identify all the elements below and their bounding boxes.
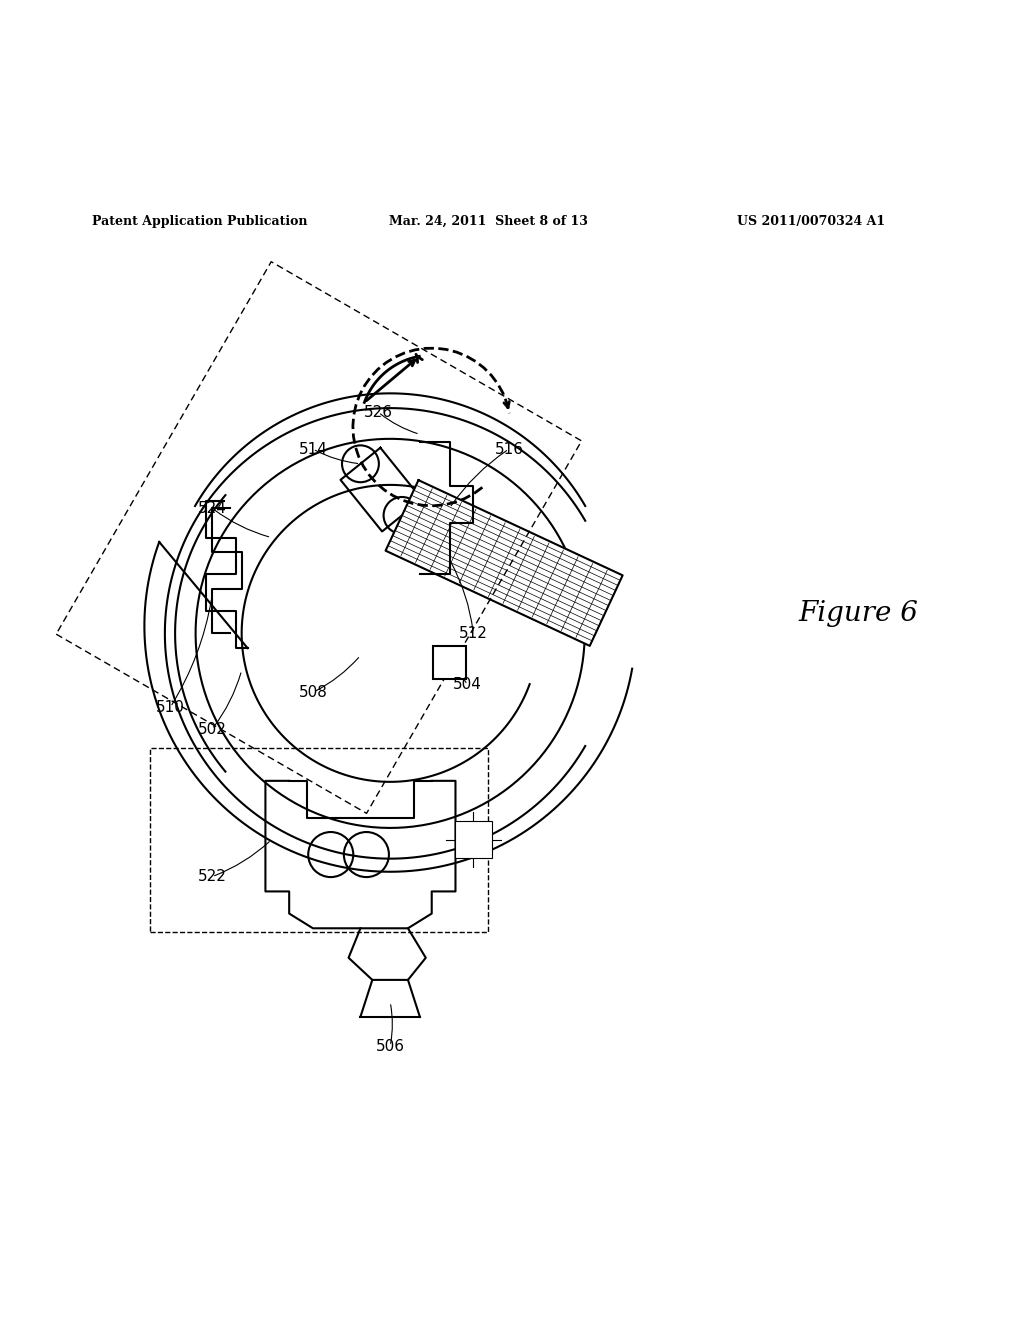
Text: US 2011/0070324 A1: US 2011/0070324 A1 xyxy=(737,215,886,227)
Text: 508: 508 xyxy=(299,685,328,700)
Text: 514: 514 xyxy=(299,442,328,457)
Text: 522: 522 xyxy=(198,869,226,884)
Bar xyxy=(150,747,487,932)
Text: 504: 504 xyxy=(453,677,481,693)
Text: 526: 526 xyxy=(364,405,393,420)
Text: 502: 502 xyxy=(198,722,226,737)
Text: 506: 506 xyxy=(376,1039,404,1053)
Text: Figure 6: Figure 6 xyxy=(799,601,919,627)
Text: Patent Application Publication: Patent Application Publication xyxy=(92,215,307,227)
Polygon shape xyxy=(386,480,623,645)
Text: 512: 512 xyxy=(459,626,487,642)
Bar xyxy=(455,821,492,858)
Text: 510: 510 xyxy=(156,700,184,714)
Text: 524: 524 xyxy=(198,500,226,516)
Text: Mar. 24, 2011  Sheet 8 of 13: Mar. 24, 2011 Sheet 8 of 13 xyxy=(389,215,588,227)
Text: 516: 516 xyxy=(495,442,523,457)
Bar xyxy=(433,647,466,680)
